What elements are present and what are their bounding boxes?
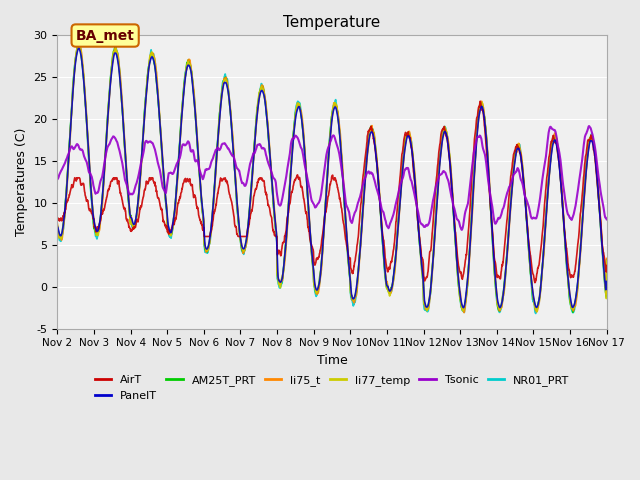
Text: BA_met: BA_met: [76, 28, 134, 43]
Title: Temperature: Temperature: [284, 15, 381, 30]
Y-axis label: Temperatures (C): Temperatures (C): [15, 128, 28, 236]
Legend: AirT, PanelT, AM25T_PRT, li75_t, li77_temp, Tsonic, NR01_PRT: AirT, PanelT, AM25T_PRT, li75_t, li77_te…: [90, 371, 574, 405]
X-axis label: Time: Time: [317, 354, 348, 367]
